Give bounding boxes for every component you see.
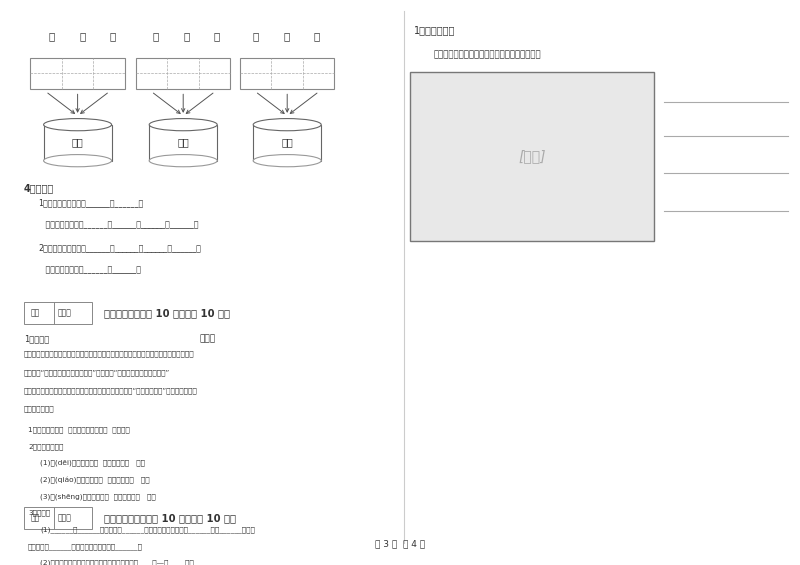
Text: (3)声(shēng)字的音序是（  ），音节是（   ）。: (3)声(shēng)字的音序是（ ），音节是（ ）。 <box>40 493 156 499</box>
Ellipse shape <box>253 119 321 131</box>
Text: (1)______和______在独木桥的______相遇了，它们都要对方______，让______先走，: (1)______和______在独木桥的______相遇了，它们都要对方___… <box>40 527 255 533</box>
Text: (2)桥(qiáo)字的音序是（  ），音节是（   ）。: (2)桥(qiáo)字的音序是（ ），音节是（ ）。 <box>40 476 150 484</box>
Text: 长: 长 <box>253 31 259 41</box>
Text: 「日」加两笔变成______，______，: 「日」加两笔变成______，______， <box>38 265 142 274</box>
Text: 1、短文一共有（  ）小节。第一段有（  ）句话。: 1、短文一共有（ ）小节。第一段有（ ）句话。 <box>28 427 130 433</box>
Text: 三画: 三画 <box>72 138 83 147</box>
Text: 评卷人: 评卷人 <box>58 308 71 318</box>
Bar <box>24 507 92 529</box>
Text: 无: 无 <box>79 31 86 41</box>
Text: 1、看图写话。: 1、看图写话。 <box>414 25 455 35</box>
Text: 得分: 得分 <box>30 308 40 318</box>
Text: 公: 公 <box>214 31 220 41</box>
Text: 四画: 四画 <box>178 138 189 147</box>
Text: 两只羊谁也______，就打了起来，结果都______。: 两只羊谁也______，就打了起来，结果都______。 <box>28 543 143 550</box>
Text: 第 3 页  共 4 页: 第 3 页 共 4 页 <box>375 540 425 549</box>
Text: 4．我会变: 4．我会变 <box>24 183 54 193</box>
Bar <box>30 58 125 89</box>
Ellipse shape <box>150 119 218 131</box>
Text: 「口」加两笔变成______，______，______，______，: 「口」加两笔变成______，______，______，______， <box>38 220 199 229</box>
Text: 头: 头 <box>283 31 290 41</box>
Ellipse shape <box>253 155 321 167</box>
Text: 马: 马 <box>314 31 320 41</box>
Bar <box>253 125 321 160</box>
Text: 七、阅读题（每题 10 分，共计 10 分）: 七、阅读题（每题 10 分，共计 10 分） <box>104 308 230 318</box>
Text: 2、「日」加一笔变成______，______，______，______，: 2、「日」加一笔变成______，______，______，______， <box>38 243 202 251</box>
Bar <box>240 58 334 89</box>
Text: 子: 子 <box>49 31 55 41</box>
Text: 两只羊: 两只羊 <box>200 334 216 343</box>
Text: [插图]: [插图] <box>518 150 546 163</box>
Ellipse shape <box>150 155 218 167</box>
Text: 它们谁也不肯让谁，就打了起来，不一会儿，只听到河里“扑通！扑通！”的声声，它们都: 它们谁也不肯让谁，就打了起来，不一会儿，只听到河里“扑通！扑通！”的声声，它们都 <box>24 387 198 394</box>
Text: 出: 出 <box>183 31 190 41</box>
Text: 2、我会查字典。: 2、我会查字典。 <box>28 443 63 450</box>
Bar <box>149 125 218 160</box>
Text: 提示：谁在什么地方干什么？他们会说些什么？: 提示：谁在什么地方干什么？他们会说些什么？ <box>434 50 542 59</box>
Text: 掎到河里去了。: 掎到河里去了。 <box>24 406 54 412</box>
Ellipse shape <box>44 155 112 167</box>
Text: 评卷人: 评卷人 <box>58 514 71 523</box>
Text: (2)在文中找出一对反义词，把它写在括号里。（      ）—（       ）。: (2)在文中找出一对反义词，把它写在括号里。（ ）—（ ）。 <box>40 559 194 565</box>
Text: 也: 也 <box>153 31 159 41</box>
Text: 1、阅读。: 1、阅读。 <box>24 334 50 343</box>
Text: 一天，一只白羊从南面上了独木桥，一只黑羊从北面上了独木桥。他们同时来到桥当中，: 一天，一只白羊从南面上了独木桥，一只黑羊从北面上了独木桥。他们同时来到桥当中， <box>24 351 194 357</box>
Text: 五画: 五画 <box>282 138 293 147</box>
Bar <box>43 125 112 160</box>
Text: 得分: 得分 <box>30 514 40 523</box>
Ellipse shape <box>44 119 112 131</box>
Bar <box>410 72 654 241</box>
Text: 白羊说：“你退回去，让我先过桥！”黑羊说：“你退回去，让我先过桥！”: 白羊说：“你退回去，让我先过桥！”黑羊说：“你退回去，让我先过桥！” <box>24 369 170 376</box>
Text: (1)登(dēi)字的音序是（  ），音节是（   ）。: (1)登(dēi)字的音序是（ ），音节是（ ）。 <box>40 460 145 467</box>
Text: 3、填空。: 3、填空。 <box>28 510 50 516</box>
Text: 八、看图作答（每题 10 分，共计 10 分）: 八、看图作答（每题 10 分，共计 10 分） <box>104 513 236 523</box>
Text: 1、「口」加一笔变成______，______，: 1、「口」加一笔变成______，______， <box>38 198 144 207</box>
Bar <box>136 58 230 89</box>
Bar <box>24 302 92 324</box>
Text: 目: 目 <box>110 31 116 41</box>
